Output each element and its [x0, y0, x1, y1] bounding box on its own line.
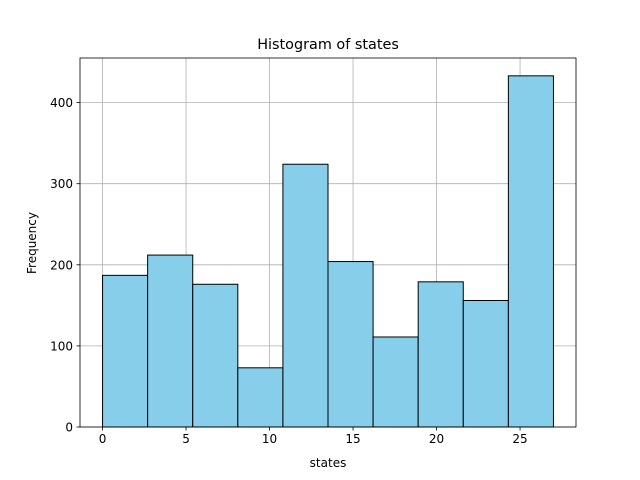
y-tick-label: 200	[50, 258, 73, 272]
tick-marks-and-labels: 0 5 10 15 20 25 0 100 200 300 400	[50, 96, 528, 446]
histogram-bar	[102, 274, 149, 428]
histogram-bar	[462, 299, 509, 428]
x-tick-label: 5	[182, 432, 190, 446]
chart-title: Histogram of states	[257, 37, 399, 53]
x-tick-label: 20	[429, 432, 444, 446]
axes-frame	[79, 57, 577, 428]
y-axis-label: Frequency	[25, 212, 39, 274]
histogram-bars	[102, 75, 554, 428]
x-tick-label: 10	[262, 432, 277, 446]
histogram-bar	[417, 281, 464, 428]
x-tick-label: 15	[345, 432, 360, 446]
histogram-bar	[327, 261, 374, 428]
histogram-bar	[372, 336, 419, 428]
histogram-bar	[192, 283, 239, 428]
x-tick-label: 25	[512, 432, 527, 446]
y-tick-label: 400	[50, 96, 73, 110]
x-tick-label: 0	[99, 432, 107, 446]
histogram-bar	[507, 75, 554, 428]
histogram-bar	[282, 163, 329, 428]
y-tick-label: 100	[50, 339, 73, 353]
histogram-bar	[237, 367, 284, 428]
axes	[79, 57, 577, 428]
y-tick-label: 0	[65, 421, 73, 435]
histogram-bar	[147, 254, 194, 428]
x-axis-label: states	[310, 456, 347, 470]
y-tick-label: 300	[50, 177, 73, 191]
